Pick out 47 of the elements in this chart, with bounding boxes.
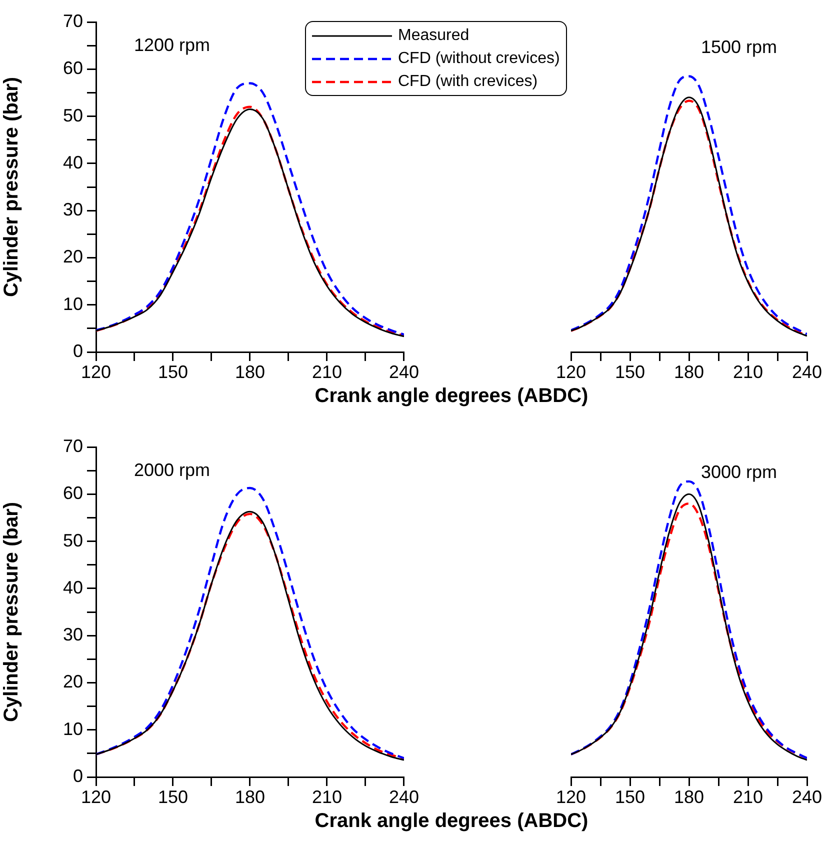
x-tick-label: 150	[158, 786, 188, 807]
x-axis-title: Crank angle degrees (ABDC)	[314, 810, 590, 833]
text: 1200 rpm	[134, 34, 210, 55]
x-tick-label: 120	[80, 786, 112, 807]
text: 3000 rpm	[700, 462, 777, 482]
x-tick-label: 210	[312, 362, 342, 382]
x-tick-label: 240	[792, 362, 822, 382]
y-tick-label: 0	[72, 766, 83, 786]
x-tick-label: 210	[732, 786, 764, 807]
x-tick-label: 180	[674, 362, 704, 382]
y-tick-label: 10	[62, 718, 83, 739]
y-axis-title: Cylinder pressure (bar)	[0, 502, 23, 722]
x-tick-label: 240	[388, 786, 420, 807]
y-tick-label: 20	[62, 246, 83, 267]
y-tick-label: 30	[62, 200, 83, 220]
x-tick-label: 150	[158, 362, 188, 382]
y-tick-label: 50	[62, 105, 83, 126]
y-tick-label: 60	[62, 483, 83, 504]
legend-label: Measured	[398, 26, 470, 44]
text: 2000 rpm	[134, 460, 210, 480]
x-tick-label: 180	[234, 362, 266, 382]
y-tick-label: 30	[62, 624, 83, 645]
y-tick-label: 0	[72, 340, 83, 361]
text: 1500 rpm	[700, 36, 777, 57]
y-tick-label: 50	[62, 530, 83, 550]
x-tick-label: 120	[556, 362, 586, 382]
y-tick-label: 10	[62, 294, 83, 314]
y-axis-title: Cylinder pressure (bar)	[0, 76, 23, 298]
y-tick-label: 20	[62, 672, 83, 692]
y-tick-label: 40	[62, 152, 83, 172]
x-tick-label: 120	[556, 786, 586, 807]
x-tick-label: 120	[80, 362, 112, 382]
y-tick-label: 40	[62, 577, 83, 598]
y-tick-label: 60	[62, 58, 83, 78]
y-tick-label: 70	[62, 10, 83, 31]
x-tick-label: 240	[388, 362, 420, 382]
x-tick-label: 180	[674, 786, 704, 807]
x-tick-label: 180	[234, 786, 266, 807]
legend-label: CFD (without crevices)	[398, 50, 560, 68]
x-tick-label: 240	[792, 786, 822, 807]
x-tick-label: 150	[614, 362, 646, 382]
x-tick-label: 210	[312, 786, 342, 807]
legend-label: CFD (with crevices)	[398, 72, 538, 90]
x-tick-label: 210	[732, 362, 764, 382]
x-axis-title: Crank angle degrees (ABDC)	[314, 385, 590, 408]
x-tick-label: 150	[614, 786, 646, 807]
y-tick-label: 70	[62, 436, 83, 456]
